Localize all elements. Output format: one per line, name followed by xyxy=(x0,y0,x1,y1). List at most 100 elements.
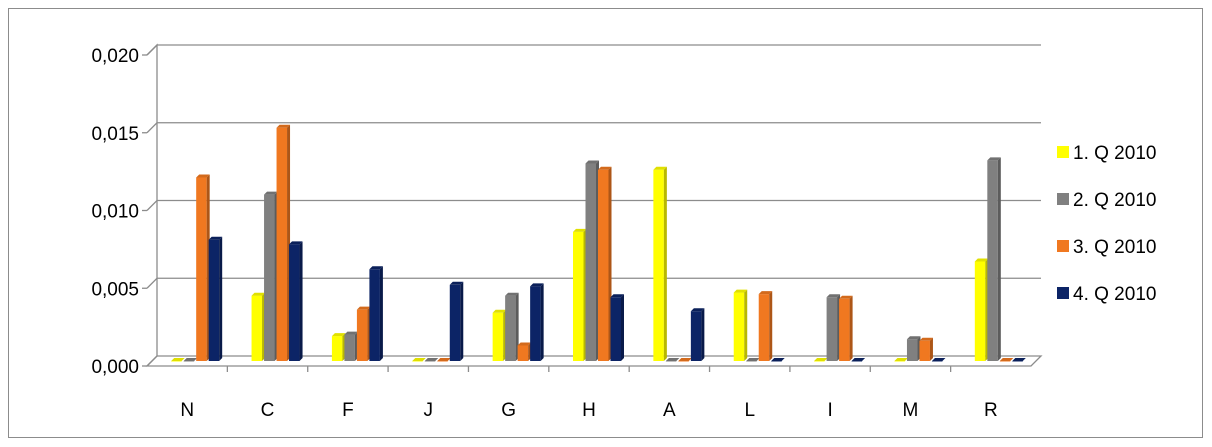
bar-H-series-3 xyxy=(598,166,612,361)
bar-front xyxy=(987,160,998,361)
bar-side xyxy=(621,294,624,361)
bar-front xyxy=(530,286,541,361)
bar-top xyxy=(573,228,587,232)
bar-N-series-1 xyxy=(171,358,185,362)
bar-G-series-1 xyxy=(492,309,507,361)
bar-R-series-3 xyxy=(999,358,1014,362)
gridline xyxy=(146,44,1041,56)
bar-H-series-4 xyxy=(610,294,624,361)
bar-I-series-1 xyxy=(814,358,828,362)
bar-A-series-3 xyxy=(678,358,692,362)
bar-front xyxy=(276,127,288,361)
bar-top xyxy=(665,358,680,361)
bar-front xyxy=(251,295,263,361)
gridline xyxy=(146,199,1041,211)
bar-F-series-2 xyxy=(344,331,358,361)
bar-side xyxy=(849,295,853,361)
bar-front xyxy=(369,269,380,361)
y-tick-label: 0,020 xyxy=(91,46,139,67)
legend-label: 4. Q 2010 xyxy=(1073,284,1156,305)
bar-front xyxy=(610,297,621,361)
bar-front xyxy=(851,361,863,362)
bar-front xyxy=(412,361,423,362)
bar-front xyxy=(678,361,689,362)
bar-top xyxy=(289,241,303,245)
bar-C-series-4 xyxy=(289,241,303,361)
bar-I-series-2 xyxy=(826,294,841,361)
bar-top xyxy=(517,342,532,346)
bar-M-series-4 xyxy=(931,358,946,362)
bar-front xyxy=(196,177,207,361)
bar-front xyxy=(449,284,461,361)
x-tick-label: C xyxy=(261,400,275,421)
bar-top xyxy=(530,283,544,287)
bar-L-series-4 xyxy=(771,358,785,362)
y-tick-label: 0,010 xyxy=(91,202,139,223)
bar-H-series-1 xyxy=(573,228,587,361)
bar-top xyxy=(999,358,1014,361)
bar-front xyxy=(208,239,220,361)
bar-top xyxy=(598,166,612,170)
floor xyxy=(145,355,1043,367)
bar-top xyxy=(931,358,946,361)
bar-front xyxy=(771,361,782,362)
bar-front xyxy=(356,309,368,361)
bar-side xyxy=(929,337,933,361)
legend-label: 2. Q 2010 xyxy=(1073,190,1156,211)
bar-J-series-1 xyxy=(412,358,426,362)
bar-L-series-3 xyxy=(758,291,773,361)
bar-top xyxy=(851,358,866,361)
bar-front xyxy=(826,297,838,361)
x-tick-label: G xyxy=(501,400,516,421)
gridline xyxy=(146,122,1041,134)
bar-front xyxy=(919,340,930,361)
bar-top xyxy=(771,358,785,361)
bar-top xyxy=(746,358,760,361)
bar-top xyxy=(894,358,908,361)
bar-top xyxy=(505,292,519,296)
bar-front xyxy=(906,339,918,361)
bar-front xyxy=(183,361,195,362)
bar-top xyxy=(690,308,705,312)
bar-top xyxy=(585,160,599,164)
bar-M-series-1 xyxy=(894,358,908,362)
bar-front xyxy=(1012,361,1023,362)
bar-I-series-4 xyxy=(851,358,866,362)
bar-front xyxy=(505,295,516,361)
bar-side xyxy=(701,308,705,361)
bar-side xyxy=(379,266,383,361)
legend-swatch xyxy=(1057,146,1069,158)
y-tick-label: 0,015 xyxy=(91,124,139,145)
bar-N-series-3 xyxy=(196,174,210,361)
bar-front xyxy=(424,361,436,362)
bar-front xyxy=(289,244,300,361)
bar-front xyxy=(517,345,529,361)
bar-G-series-2 xyxy=(505,292,519,361)
x-tick-label: A xyxy=(663,400,676,421)
bar-top xyxy=(437,358,451,361)
bar-front xyxy=(598,169,609,361)
legend-item: 1. Q 2010 xyxy=(1057,143,1156,164)
bar-front xyxy=(264,194,275,361)
bar-front xyxy=(665,361,677,362)
x-tick-label: F xyxy=(342,400,354,421)
bar-top xyxy=(839,295,853,299)
legend-item: 3. Q 2010 xyxy=(1057,237,1156,258)
bar-top xyxy=(1012,358,1026,361)
bar-G-series-3 xyxy=(517,342,532,361)
bar-top xyxy=(653,166,667,170)
x-tick-label: R xyxy=(984,400,998,421)
bar-front xyxy=(758,294,770,361)
bar-top xyxy=(264,191,278,195)
bar-top xyxy=(171,358,185,361)
bar-H-series-2 xyxy=(585,160,599,361)
bar-top xyxy=(610,294,624,298)
bar-side xyxy=(744,289,748,361)
bar-top xyxy=(208,236,223,240)
bar-top xyxy=(733,289,748,293)
bar-front xyxy=(746,361,757,362)
bar-front xyxy=(931,361,943,362)
gridlines xyxy=(142,43,1043,372)
bar-front xyxy=(653,169,664,361)
bar-top xyxy=(492,309,507,313)
